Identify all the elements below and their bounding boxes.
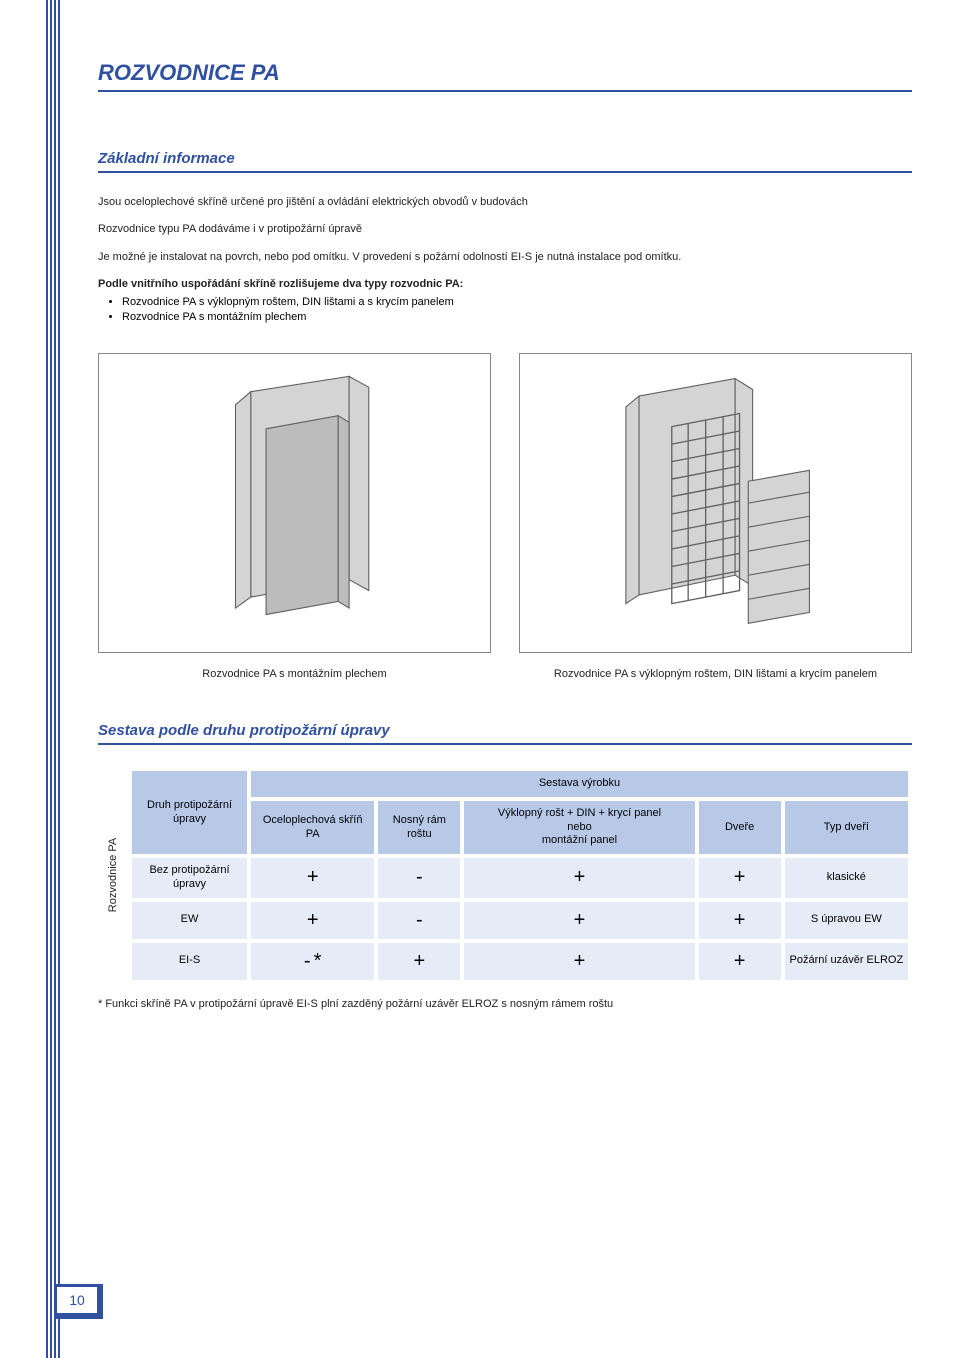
list-item: Rozvodnice PA s výklopným roštem, DIN li… (122, 295, 912, 310)
para-intro-2: Rozvodnice typu PA dodáváme i v protipož… (98, 222, 912, 237)
table-row-group-label: Rozvodnice PA (98, 767, 128, 984)
figure-left-caption: Rozvodnice PA s montážním plechem (98, 667, 491, 682)
figure-right (519, 353, 912, 653)
table-header: Oceloplechová skříň PA (251, 801, 374, 854)
table-row: EI-S - * + + + Požární uzávěr ELROZ (132, 943, 908, 980)
table-header: Nosný rám roštu (378, 801, 460, 854)
section1-rule: Základní informace (98, 150, 912, 173)
page-title: ROZVODNICE PA (98, 60, 912, 86)
table-footnote: * Funkci skříně PA v protipožární úpravě… (98, 998, 912, 1010)
assembly-table: Druh protipožární úpravy Sestava výrobku… (128, 767, 912, 984)
table-row: Bez protipožární úpravy + - + + klasické (132, 858, 908, 898)
types-list: Rozvodnice PA s výklopným roštem, DIN li… (122, 295, 912, 326)
section1-heading: Základní informace (98, 150, 912, 167)
assembly-table-wrap: Rozvodnice PA Druh protipožární úpravy S… (98, 767, 912, 984)
figures-row (98, 353, 912, 653)
cabinet-din-frame-icon (563, 372, 868, 634)
table-header: Výklopný rošt + DIN + krycí panel nebo m… (464, 801, 694, 854)
page-number: 10 (54, 1284, 100, 1316)
para-intro-3: Je možné je instalovat na povrch, nebo p… (98, 250, 912, 265)
table-header: Sestava výrobku (251, 771, 908, 797)
table-row: EW + - + + S úpravou EW (132, 902, 908, 939)
para-intro-1: Jsou oceloplechové skříně určené pro jiš… (98, 195, 912, 210)
table-header: Druh protipožární úpravy (132, 771, 247, 854)
section2-heading: Sestava podle druhu protipožární úpravy (98, 722, 912, 739)
figure-right-caption: Rozvodnice PA s výklopným roštem, DIN li… (519, 667, 912, 682)
section2-rule: Sestava podle druhu protipožární úpravy (98, 722, 912, 745)
figure-captions: Rozvodnice PA s montážním plechem Rozvod… (98, 653, 912, 682)
table-header: Typ dveří (785, 801, 908, 854)
page-left-rule-lines (46, 0, 60, 1358)
title-rule: ROZVODNICE PA (98, 60, 912, 92)
cabinet-mounting-plate-icon (142, 372, 447, 634)
figure-left (98, 353, 491, 653)
list-item: Rozvodnice PA s montážním plechem (122, 310, 912, 325)
para-types-lead: Podle vnitřního uspořádání skříně rozliš… (98, 277, 912, 292)
table-header: Dveře (699, 801, 781, 854)
